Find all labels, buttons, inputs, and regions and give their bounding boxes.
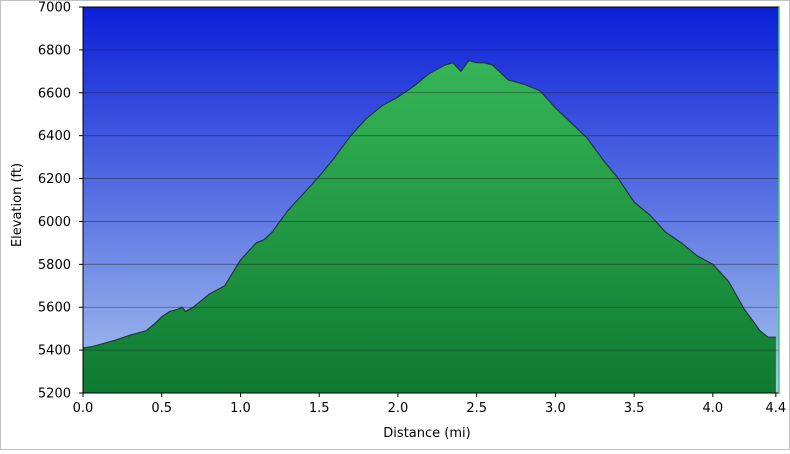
y-tick-label: 6400: [38, 129, 71, 144]
y-tick-label: 5200: [38, 387, 71, 402]
plot-area: [82, 6, 780, 394]
x-axis-label: Distance (mi): [383, 426, 470, 441]
x-tick-label: 2.0: [388, 401, 409, 416]
y-tick-label: 6200: [38, 172, 71, 187]
x-tick-label: 2.5: [466, 401, 487, 416]
y-tick-label: 5600: [38, 301, 71, 316]
x-tick-label: 0.0: [73, 401, 94, 416]
x-tick-label: 1.5: [309, 401, 330, 416]
axes: 5200 5400 5600 5800 6000 6200 6400 6600 6800 7000…: [38, 1, 786, 417]
y-axis-label: Elevation (ft): [10, 163, 25, 247]
x-tick-label: 3.5: [624, 401, 645, 416]
y-tick-label: 5400: [38, 344, 71, 359]
x-tick-label: 4.0: [703, 401, 724, 416]
y-tick-label: 6600: [38, 86, 71, 101]
x-tick-label: 4.4: [766, 401, 787, 416]
elevation-area: [83, 60, 776, 393]
elevation-line: [82, 59, 776, 349]
y-tick-label: 6000: [38, 215, 71, 230]
y-tick-label: 5800: [38, 258, 71, 273]
y-tick-label: 7000: [38, 1, 71, 16]
x-tick-label: 1.0: [230, 401, 251, 416]
y-tick-label: 6800: [38, 43, 71, 58]
x-tick-label: 0.5: [151, 401, 172, 416]
x-tick-label: 3.0: [545, 401, 566, 416]
